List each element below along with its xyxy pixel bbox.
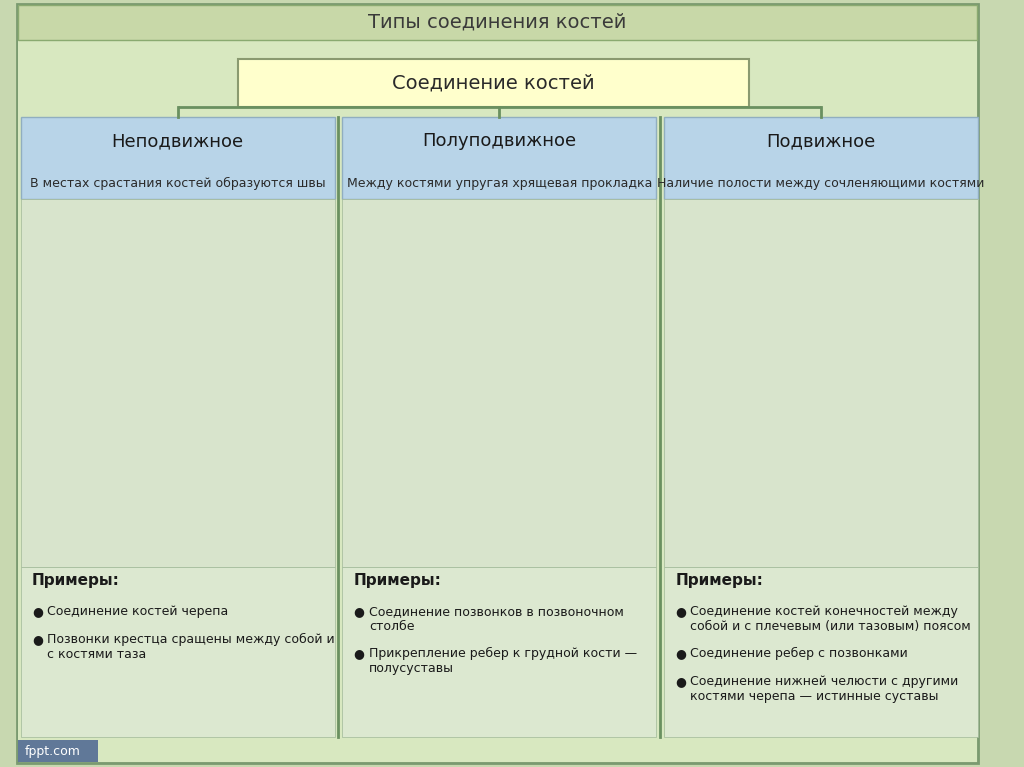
Text: Полуподвижное: Полуподвижное xyxy=(422,132,577,150)
Text: ●: ● xyxy=(353,647,365,660)
Text: Между костями упругая хрящевая прокладка: Между костями упругая хрящевая прокладка xyxy=(347,176,652,189)
Text: Прикрепление ребер к грудной кости —
полусуставы: Прикрепление ребер к грудной кости — пол… xyxy=(369,647,637,675)
Bar xyxy=(664,199,978,567)
Text: fppt.com: fppt.com xyxy=(25,745,80,758)
Text: Позвонки крестца сращены между собой и
с костями таза: Позвонки крестца сращены между собой и с… xyxy=(47,633,335,661)
Bar xyxy=(20,567,335,737)
Text: Типы соединения костей: Типы соединения костей xyxy=(369,13,627,32)
Text: В местах срастания костей образуются швы: В местах срастания костей образуются швы xyxy=(30,176,326,189)
Bar xyxy=(342,117,656,199)
Text: Соединение ребер с позвонками: Соединение ребер с позвонками xyxy=(690,647,908,660)
Bar xyxy=(664,117,978,199)
Text: ●: ● xyxy=(32,633,43,646)
Text: ●: ● xyxy=(676,647,686,660)
Bar xyxy=(342,199,656,567)
Bar xyxy=(664,567,978,737)
Bar xyxy=(20,199,335,567)
Bar xyxy=(20,117,335,199)
Text: ●: ● xyxy=(676,675,686,688)
Text: ●: ● xyxy=(353,605,365,618)
Text: ●: ● xyxy=(32,605,43,618)
Text: Примеры:: Примеры: xyxy=(676,574,763,588)
Text: Примеры:: Примеры: xyxy=(32,574,120,588)
Text: Подвижное: Подвижное xyxy=(766,132,876,150)
Bar xyxy=(17,740,98,762)
Text: ●: ● xyxy=(676,605,686,618)
Bar xyxy=(239,59,750,107)
Bar xyxy=(342,567,656,737)
Text: Неподвижное: Неподвижное xyxy=(112,132,244,150)
Text: Соединение позвонков в позвоночном
столбе: Соединение позвонков в позвоночном столб… xyxy=(369,605,624,633)
Text: Примеры:: Примеры: xyxy=(353,574,441,588)
Text: Наличие полости между сочленяющими костями: Наличие полости между сочленяющими костя… xyxy=(657,176,985,189)
Text: Соединение костей конечностей между
собой и с плечевым (или тазовым) поясом: Соединение костей конечностей между собо… xyxy=(690,605,971,633)
Bar xyxy=(17,5,977,40)
Text: Соединение костей черепа: Соединение костей черепа xyxy=(47,605,228,618)
Text: Соединение костей: Соединение костей xyxy=(392,74,595,93)
Text: Соединение нижней челюсти с другими
костями черепа — истинные суставы: Соединение нижней челюсти с другими кост… xyxy=(690,675,958,703)
